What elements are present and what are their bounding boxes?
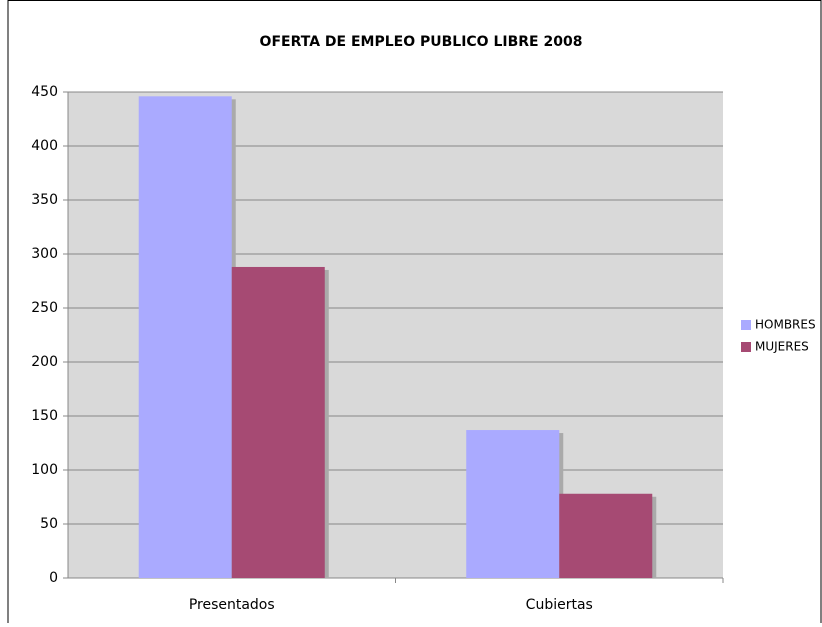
x-tick-label: Presentados bbox=[189, 597, 275, 613]
legend-label: MUJERES bbox=[755, 340, 809, 354]
bar bbox=[231, 266, 325, 578]
legend-label: HOMBRES bbox=[755, 318, 816, 332]
chart-title: OFERTA DE EMPLEO PUBLICO LIBRE 2008 bbox=[260, 34, 583, 50]
legend-swatch bbox=[741, 320, 751, 330]
bar bbox=[559, 493, 653, 578]
y-tick-label: 150 bbox=[31, 408, 58, 424]
y-tick-label: 0 bbox=[49, 570, 58, 586]
y-tick-label: 350 bbox=[31, 192, 58, 208]
legend-swatch bbox=[741, 342, 751, 352]
y-tick-label: 450 bbox=[31, 84, 58, 100]
y-tick-label: 100 bbox=[31, 462, 58, 478]
x-tick-label: Cubiertas bbox=[526, 597, 593, 613]
y-tick-label: 50 bbox=[40, 516, 58, 532]
y-tick-label: 250 bbox=[31, 300, 58, 316]
bar bbox=[466, 430, 560, 578]
y-tick-label: 200 bbox=[31, 354, 58, 370]
y-tick-label: 300 bbox=[31, 246, 58, 262]
y-tick-label: 400 bbox=[31, 138, 58, 154]
bar bbox=[138, 96, 232, 578]
